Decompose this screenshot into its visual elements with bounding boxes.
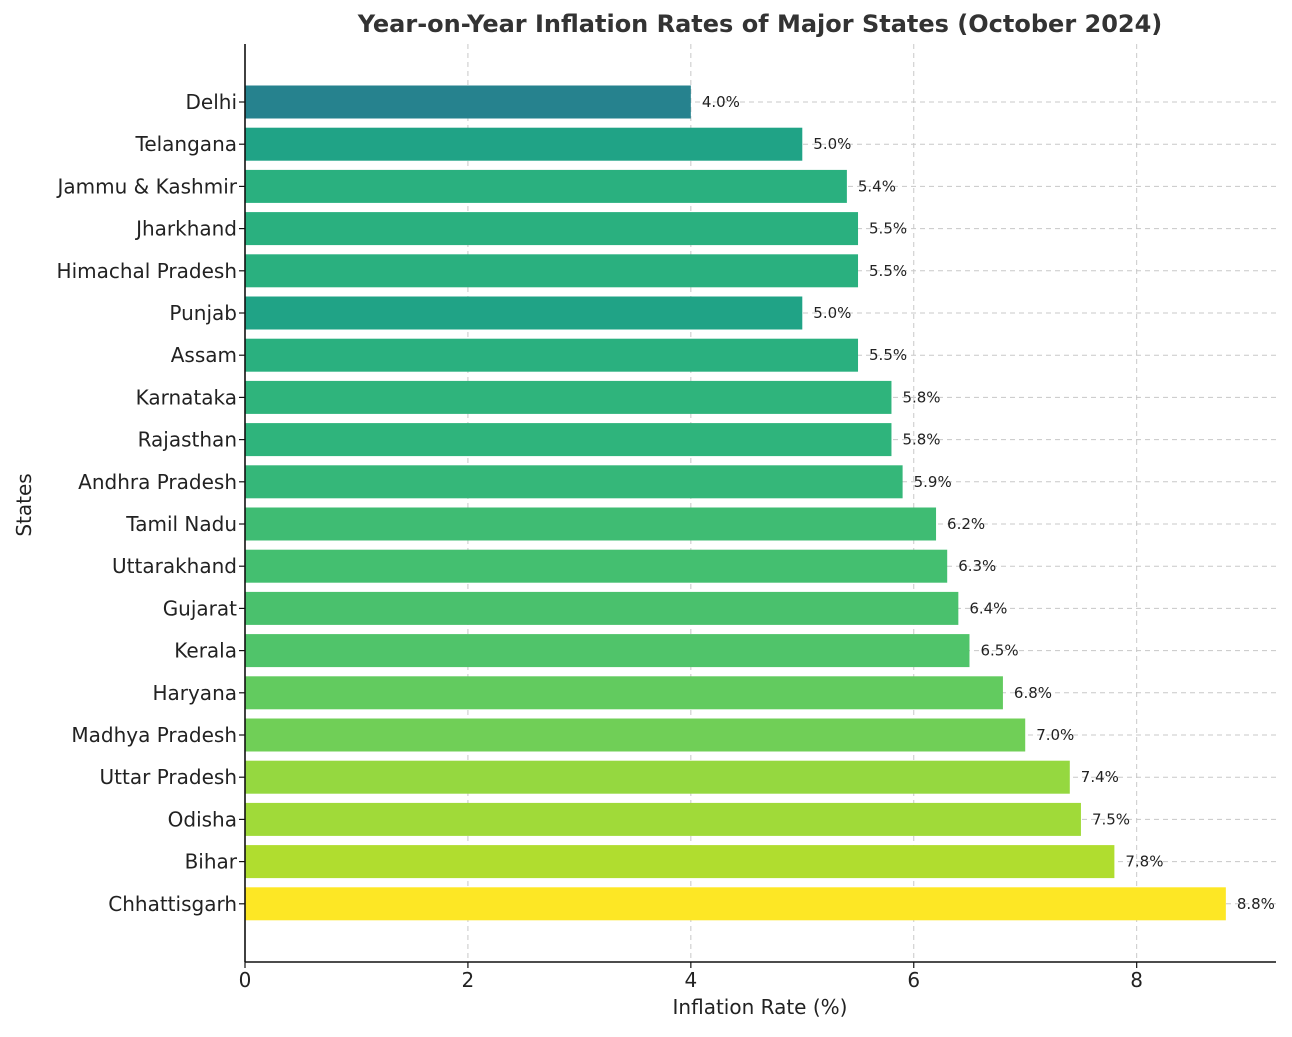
data-label-punjab: 5.0% [813, 304, 851, 322]
y-tick-label-tamil-nadu: Tamil Nadu [125, 512, 237, 536]
bar-delhi [245, 85, 691, 119]
bar-telangana [245, 127, 803, 161]
y-tick-label-chhattisgarh: Chhattisgarh [108, 892, 237, 916]
bar-madhya-pradesh [245, 718, 1026, 752]
bar-bihar [245, 845, 1115, 879]
x-tick-label-4: 4 [684, 968, 697, 992]
bar-rajasthan [245, 423, 892, 457]
bar-haryana [245, 676, 1003, 710]
bar-uttarakhand [245, 549, 948, 583]
bar-chhattisgarh [245, 887, 1226, 921]
data-label-uttarakhand: 6.3% [958, 557, 996, 575]
bar-uttar-pradesh [245, 760, 1070, 794]
data-label-telangana: 5.0% [813, 135, 851, 153]
y-tick-label-odisha: Odisha [168, 807, 237, 831]
x-tick-label-6: 6 [907, 968, 920, 992]
data-label-gujarat: 6.4% [969, 599, 1007, 617]
y-tick-label-karnataka: Karnataka [136, 385, 237, 409]
y-tick-label-assam: Assam [171, 343, 237, 367]
y-tick-label-jammu-kashmir: Jammu & Kashmir [56, 174, 238, 198]
data-label-uttar-pradesh: 7.4% [1081, 768, 1119, 786]
bar-himachal-pradesh [245, 254, 859, 288]
y-tick-label-haryana: Haryana [152, 681, 237, 705]
y-tick-label-gujarat: Gujarat [163, 596, 237, 620]
y-tick-label-bihar: Bihar [185, 850, 238, 874]
bar-gujarat [245, 591, 959, 625]
y-tick-label-madhya-pradesh: Madhya Pradesh [71, 723, 237, 747]
data-label-himachal-pradesh: 5.5% [869, 262, 907, 280]
data-label-chhattisgarh: 8.8% [1237, 895, 1275, 913]
data-label-assam: 5.5% [869, 346, 907, 364]
bar-jammu-kashmir [245, 169, 847, 203]
data-label-haryana: 6.8% [1014, 684, 1052, 702]
bar-assam [245, 338, 859, 372]
bar-andhra-pradesh [245, 465, 903, 499]
data-label-andhra-pradesh: 5.9% [914, 473, 952, 491]
y-tick-label-telangana: Telangana [135, 132, 238, 156]
data-label-jharkhand: 5.5% [869, 220, 907, 238]
x-tick-label-2: 2 [462, 968, 475, 992]
y-tick-label-rajasthan: Rajasthan [138, 428, 237, 452]
y-tick-label-jharkhand: Jharkhand [134, 217, 237, 241]
bar-tamil-nadu [245, 507, 937, 541]
data-label-bihar: 7.8% [1125, 853, 1163, 871]
y-tick-label-punjab: Punjab [169, 301, 237, 325]
bar-odisha [245, 802, 1081, 836]
y-tick-label-andhra-pradesh: Andhra Pradesh [78, 470, 237, 494]
data-label-tamil-nadu: 6.2% [947, 515, 985, 533]
y-tick-label-kerala: Kerala [174, 639, 237, 663]
data-label-kerala: 6.5% [980, 642, 1018, 660]
x-axis-label: Inflation Rate (%) [673, 995, 848, 1019]
bar-layer [245, 85, 1226, 921]
data-label-madhya-pradesh: 7.0% [1036, 726, 1074, 744]
data-label-jammu-kashmir: 5.4% [858, 177, 896, 195]
data-label-delhi: 4.0% [702, 93, 740, 111]
bar-punjab [245, 296, 803, 330]
data-label-karnataka: 5.8% [902, 388, 940, 406]
y-tick-label-uttarakhand: Uttarakhand [112, 554, 237, 578]
bar-kerala [245, 634, 970, 668]
x-tick-label-8: 8 [1130, 968, 1143, 992]
x-tick-label-0: 0 [239, 968, 252, 992]
data-label-rajasthan: 5.8% [902, 431, 940, 449]
axis-layer: Delhi Telangana Jammu & Kashmir Jharkhand Hi… [56, 44, 1276, 992]
y-tick-label-himachal-pradesh: Himachal Pradesh [57, 259, 237, 283]
chart-title: Year-on-Year Inflation Rates of Major St… [357, 10, 1163, 38]
bar-jharkhand [245, 212, 859, 246]
data-label-odisha: 7.5% [1092, 810, 1130, 828]
y-tick-label-delhi: Delhi [186, 90, 238, 114]
y-axis-label: States [12, 473, 36, 536]
bar-karnataka [245, 380, 892, 414]
y-tick-label-uttar-pradesh: Uttar Pradesh [100, 765, 237, 789]
data-label-layer: 4.0% 5.0% 5.4% 5.5% 5.5% 5.0% 5.5% 5.8% 5.8% 5.9%… [702, 93, 1275, 913]
